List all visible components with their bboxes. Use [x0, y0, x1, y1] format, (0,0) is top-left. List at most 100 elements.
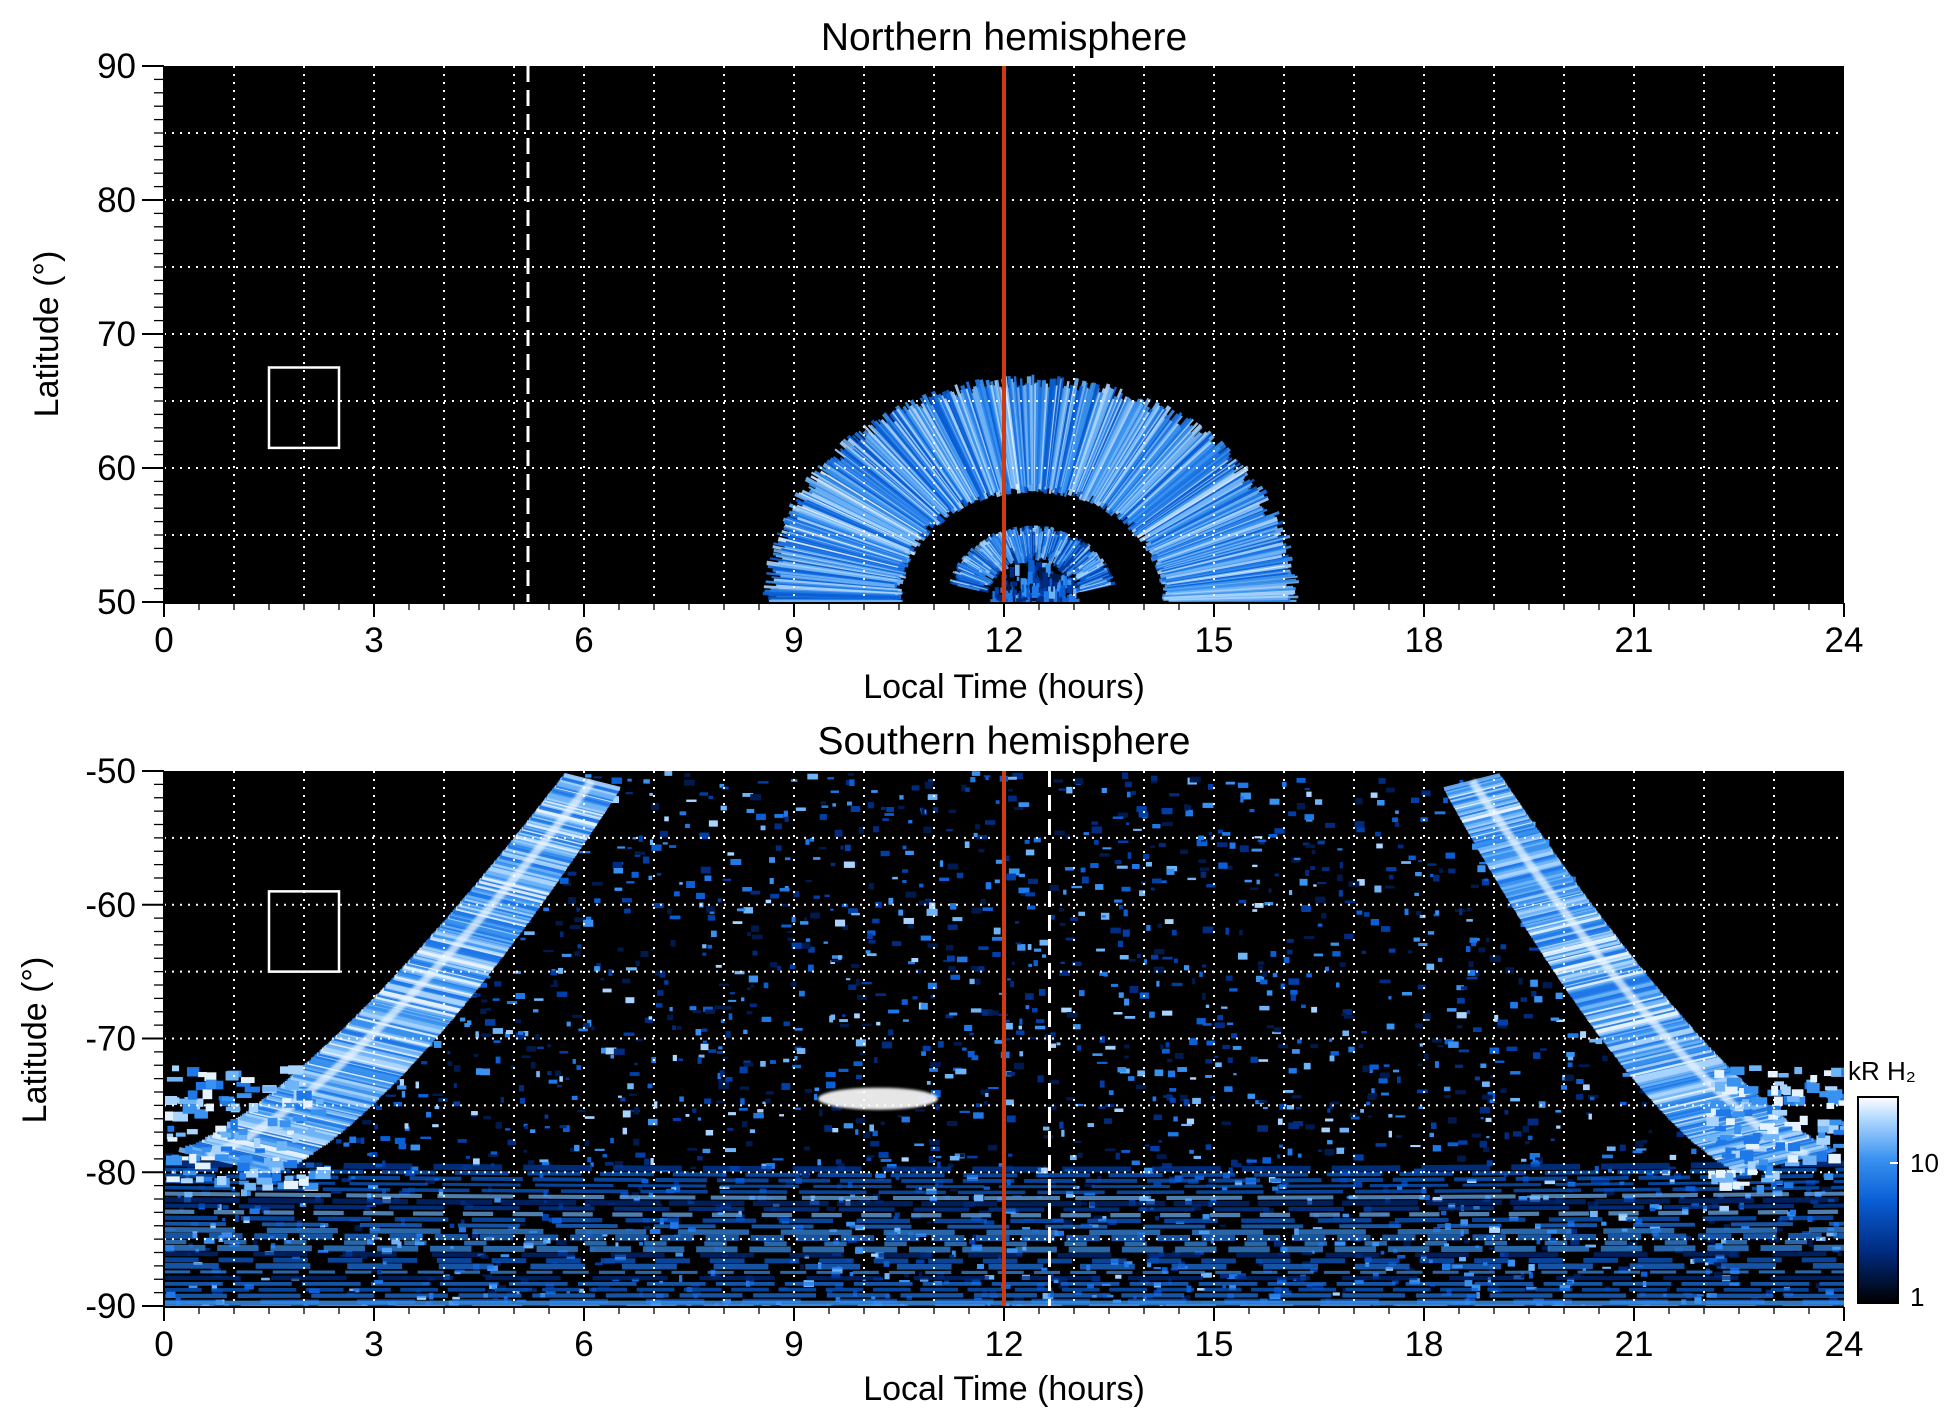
emission-pixel [623, 1032, 635, 1036]
emission-pixel [884, 813, 895, 816]
emission-pixel [539, 1159, 549, 1163]
emission-pixel [774, 813, 784, 818]
emission-pixel [1494, 1060, 1505, 1063]
emission-pixel [1534, 1157, 1543, 1161]
emission-pixel [1556, 1019, 1565, 1022]
emission-pixel [556, 1239, 567, 1245]
emission-pixel [791, 942, 802, 949]
emission-pixel [1129, 986, 1139, 993]
emission-pixel [1034, 596, 1042, 602]
emission-pixel [1217, 829, 1224, 834]
emission-pixel [1150, 1145, 1160, 1152]
emission-pixel [647, 1083, 653, 1089]
emission-pixel [354, 1224, 363, 1232]
emission-pixel [751, 925, 760, 932]
emission-pixel [1419, 914, 1426, 919]
emission-pixel [1229, 988, 1238, 992]
emission-pixel [1548, 1238, 1557, 1243]
emission-pixel [1466, 907, 1472, 912]
emission-pixel [1770, 1181, 1777, 1189]
emission-pixel [1513, 1131, 1522, 1137]
emission-pixel [650, 1158, 654, 1166]
emission-pixel [1467, 969, 1476, 976]
emission-pixel [1114, 899, 1123, 903]
emission-pixel [707, 915, 716, 921]
emission-pixel [253, 1240, 258, 1247]
emission-pixel [1046, 1181, 1056, 1188]
emission-pixel [1327, 1140, 1333, 1145]
emission-pixel [898, 805, 905, 810]
emission-pixel [1259, 1005, 1270, 1011]
emission-pixel [1388, 1114, 1393, 1118]
north-x-tick-label: 0 [154, 621, 173, 660]
emission-pixel [881, 1041, 892, 1049]
emission-pixel [1602, 1266, 1612, 1269]
emission-pixel [769, 857, 775, 863]
emission-pixel [1529, 947, 1540, 951]
emission-pixel [330, 1191, 342, 1194]
emission-pixel [1330, 942, 1339, 946]
emission-pixel [1097, 1061, 1108, 1065]
emission-pixel [1124, 781, 1132, 788]
north-y-tick-label: 90 [97, 47, 136, 86]
emission-pixel [1484, 878, 1489, 882]
emission-pixel [1028, 878, 1038, 884]
emission-pixel [1777, 1217, 1782, 1223]
emission-pixel [1270, 951, 1277, 957]
emission-pixel [1480, 1063, 1487, 1068]
emission-pixel [977, 1263, 984, 1269]
emission-pixel [1192, 1097, 1201, 1104]
emission-pixel [929, 1139, 940, 1145]
emission-pixel [1427, 931, 1435, 935]
emission-pixel [686, 881, 695, 889]
emission-pixel [1314, 799, 1323, 805]
emission-pixel [1489, 1098, 1495, 1103]
emission-pixel [742, 886, 752, 892]
emission-pixel [1146, 924, 1151, 931]
emission-pixel [683, 780, 695, 786]
emission-pixel [1302, 842, 1310, 846]
emission-pixel [424, 1178, 436, 1185]
emission-pixel [1588, 1113, 1592, 1120]
emission-pixel [534, 998, 544, 1001]
emission-pixel [1635, 1218, 1643, 1225]
emission-streak [1515, 893, 1585, 914]
emission-pixel [506, 1030, 513, 1035]
emission-pixel [343, 1142, 350, 1147]
emission-pixel [872, 918, 880, 924]
emission-pixel [823, 941, 828, 944]
emission-pixel [1258, 965, 1263, 971]
emission-pixel [867, 802, 874, 809]
emission-streak [1548, 944, 1624, 965]
emission-pixel [1739, 1171, 1745, 1176]
emission-pixel [362, 1120, 372, 1125]
emission-pixel [1152, 824, 1161, 829]
emission-pixel [875, 1173, 886, 1178]
emission-pixel [460, 1017, 466, 1022]
emission-pixel [820, 801, 827, 805]
emission-pixel [918, 1271, 923, 1277]
emission-pixel [1072, 598, 1080, 602]
emission-pixel [874, 1057, 878, 1063]
emission-pixel [1222, 1044, 1231, 1050]
emission-pixel [783, 1021, 790, 1027]
emission-pixel [1676, 1131, 1685, 1138]
emission-pixel [935, 1183, 939, 1186]
emission-pixel [699, 792, 708, 796]
emission-pixel [210, 1166, 219, 1170]
emission-pixel [1237, 782, 1249, 788]
emission-pixel [1567, 1053, 1574, 1061]
emission-pixel [656, 1003, 663, 1008]
emission-pixel [1585, 1244, 1596, 1248]
emission-pixel [1322, 867, 1330, 872]
emission-pixel [1541, 1246, 1551, 1251]
emission-pixel [1329, 1102, 1334, 1109]
emission-pixel [1680, 1195, 1685, 1200]
emission-pixel [1151, 878, 1162, 884]
emission-pixel [636, 1038, 643, 1042]
emission-pixel [1504, 1110, 1509, 1115]
emission-pixel [1471, 1133, 1481, 1138]
emission-pixel [1006, 1071, 1016, 1076]
emission-pixel [1025, 849, 1035, 856]
emission-pixel [1162, 956, 1173, 960]
